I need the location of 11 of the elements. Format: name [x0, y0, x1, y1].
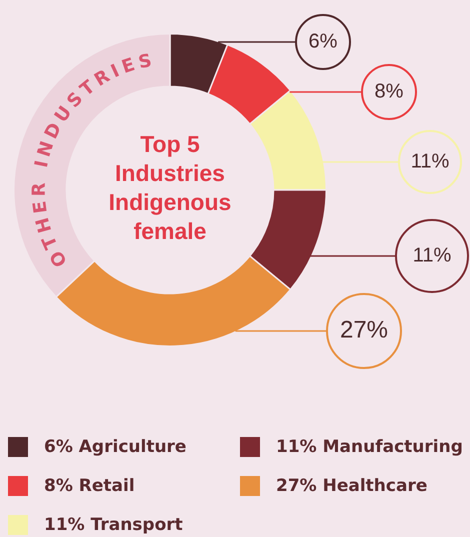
legend-label: 6% Agriculture	[44, 437, 186, 457]
legend-label: 27% Healthcare	[276, 476, 428, 496]
legend-label: 11% Transport	[44, 515, 183, 535]
data-label: 27%	[340, 316, 388, 344]
data-label: 6%	[308, 30, 338, 53]
data-label: 8%	[374, 80, 404, 103]
legend-label: 8% Retail	[44, 476, 135, 496]
legend-label: 11% Manufacturing	[276, 437, 463, 457]
data-label: 11%	[412, 244, 452, 267]
text: Top 5 Industries Indigenous female	[108, 130, 232, 246]
data-label: 11%	[410, 150, 450, 173]
